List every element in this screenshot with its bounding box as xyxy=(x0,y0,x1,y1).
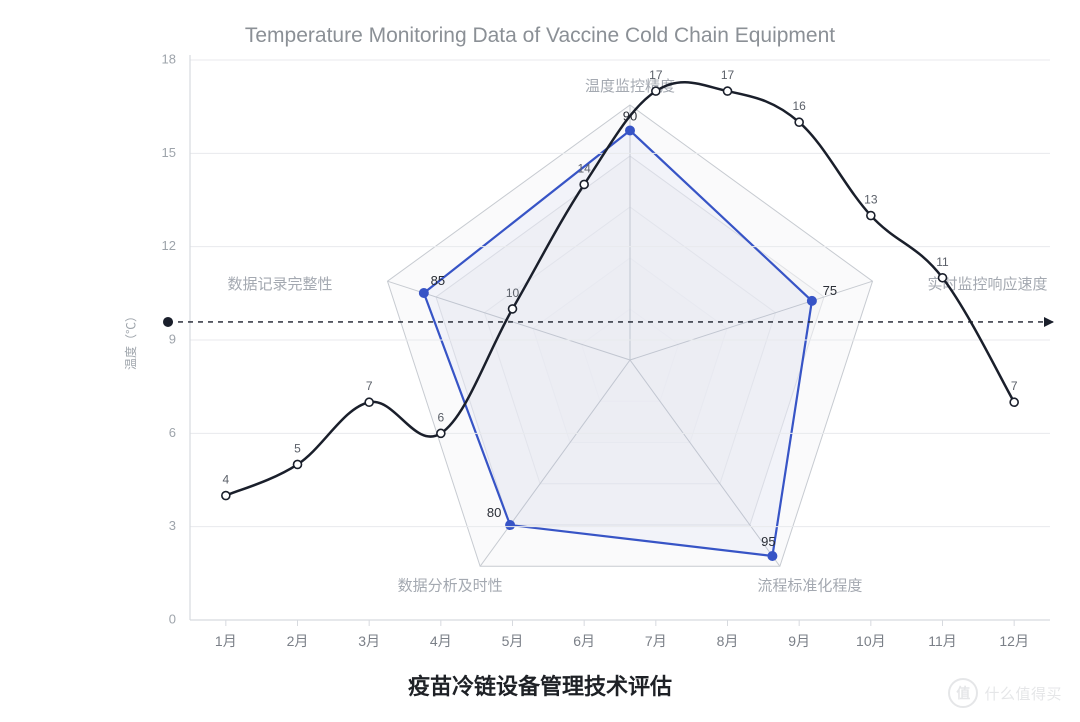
svg-text:5月: 5月 xyxy=(502,633,524,649)
svg-text:12月: 12月 xyxy=(999,633,1029,649)
svg-text:10月: 10月 xyxy=(856,633,886,649)
svg-text:16: 16 xyxy=(792,99,806,113)
svg-text:0: 0 xyxy=(169,611,176,626)
svg-text:6: 6 xyxy=(437,410,444,424)
svg-text:9月: 9月 xyxy=(788,633,810,649)
svg-text:15: 15 xyxy=(162,145,176,160)
chart-svg: 温度监控精度实时监控响应速度流程标准化程度数据分析及时性数据记录完整性90759… xyxy=(0,0,1080,722)
svg-text:85: 85 xyxy=(431,273,445,288)
svg-text:14: 14 xyxy=(577,161,591,175)
svg-text:17: 17 xyxy=(649,68,663,82)
svg-text:温度（℃）: 温度（℃） xyxy=(123,310,138,370)
svg-text:8月: 8月 xyxy=(717,633,739,649)
svg-text:11月: 11月 xyxy=(928,633,957,649)
svg-text:4: 4 xyxy=(222,473,229,487)
svg-text:1月: 1月 xyxy=(215,633,237,649)
svg-text:7月: 7月 xyxy=(645,633,667,649)
svg-text:流程标准化程度: 流程标准化程度 xyxy=(757,577,862,594)
svg-text:3月: 3月 xyxy=(358,633,380,649)
watermark-badge: 值 xyxy=(948,678,978,708)
watermark: 值 什么值得买 xyxy=(948,678,1062,708)
svg-text:7: 7 xyxy=(366,379,373,393)
watermark-text: 什么值得买 xyxy=(984,683,1062,704)
svg-text:7: 7 xyxy=(1011,379,1018,393)
svg-text:6: 6 xyxy=(169,425,176,440)
svg-text:Temperature Monitoring Data of: Temperature Monitoring Data of Vaccine C… xyxy=(245,24,835,47)
svg-text:18: 18 xyxy=(162,51,176,66)
svg-text:5: 5 xyxy=(294,441,301,455)
svg-text:3: 3 xyxy=(169,518,176,533)
svg-text:11: 11 xyxy=(936,255,949,269)
svg-text:10: 10 xyxy=(506,286,520,300)
svg-text:80: 80 xyxy=(487,505,501,520)
svg-text:数据分析及时性: 数据分析及时性 xyxy=(398,577,503,594)
svg-text:疫苗冷链设备管理技术评估: 疫苗冷链设备管理技术评估 xyxy=(408,674,672,699)
svg-text:95: 95 xyxy=(761,534,775,549)
svg-text:12: 12 xyxy=(162,238,176,253)
svg-text:13: 13 xyxy=(864,193,878,207)
svg-text:4月: 4月 xyxy=(430,633,452,649)
svg-text:75: 75 xyxy=(823,283,837,298)
svg-text:9: 9 xyxy=(169,331,176,346)
svg-text:17: 17 xyxy=(721,68,735,82)
chart-container: 温度监控精度实时监控响应速度流程标准化程度数据分析及时性数据记录完整性90759… xyxy=(0,0,1080,722)
svg-text:数据记录完整性: 数据记录完整性 xyxy=(227,276,332,293)
svg-text:6月: 6月 xyxy=(573,633,595,649)
svg-text:2月: 2月 xyxy=(287,633,309,649)
